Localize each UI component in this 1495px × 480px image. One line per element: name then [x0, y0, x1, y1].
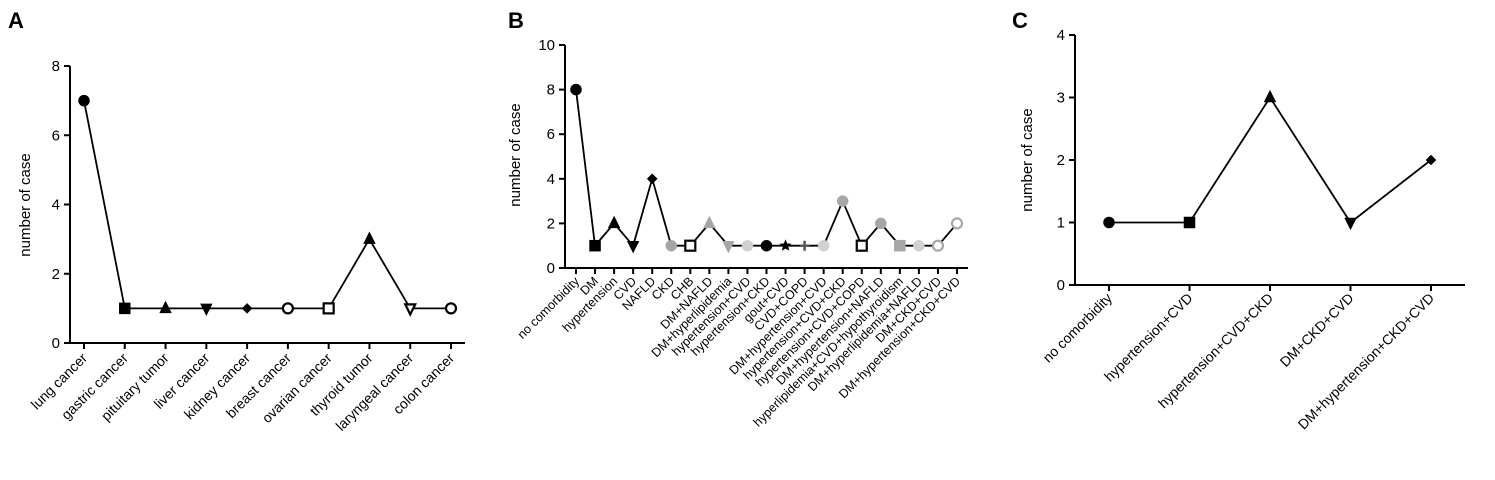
data-point-1 [78, 94, 90, 107]
data-point-2 [119, 302, 131, 315]
y-tick-label: 0 [1057, 277, 1065, 294]
x-tick-label: DM+CKD+CVD [1277, 290, 1357, 370]
data-point-20 [931, 239, 945, 252]
data-point-8 [703, 215, 716, 229]
data-point-3 [1263, 89, 1277, 103]
y-tick-label: 4 [547, 171, 555, 188]
data-point-15 [836, 195, 849, 207]
y-axis-title-c: number of case [1019, 108, 1036, 211]
data-point-4 [200, 303, 213, 317]
data-point-12 [779, 239, 792, 251]
series-line [1109, 95, 1432, 224]
y-tick-label: 2 [547, 215, 555, 232]
data-point-7 [322, 302, 335, 315]
y-tick-label: 8 [52, 58, 60, 75]
data-point-5 [646, 173, 658, 185]
data-point-21 [950, 217, 964, 230]
data-point-9 [722, 240, 735, 254]
data-point-6 [665, 239, 677, 252]
y-axis-title-a: number of case [17, 153, 34, 256]
data-point-10 [444, 302, 458, 315]
y-tick-label: 2 [1057, 152, 1065, 169]
y-tick-label: 4 [1057, 27, 1065, 44]
series-line [83, 100, 451, 310]
data-point-8 [363, 231, 376, 244]
x-tick-label: hypertension+CVD [1101, 290, 1196, 385]
y-tick-label: 8 [547, 82, 555, 99]
panel-letter-c: C [1012, 8, 1028, 33]
data-point-5 [241, 303, 253, 314]
y-tick-label: 3 [1057, 90, 1065, 107]
x-tick-label: DM+hypertension+CKD+CVD [1295, 290, 1438, 433]
y-tick-label: 6 [52, 127, 60, 144]
data-point-10 [741, 239, 754, 252]
series-line [575, 89, 958, 248]
data-point-6 [281, 302, 294, 315]
data-point-2 [1183, 216, 1196, 229]
data-point-3 [607, 215, 621, 229]
data-point-1 [570, 83, 582, 96]
data-point-1 [1103, 216, 1115, 229]
data-point-4 [1344, 217, 1357, 231]
panel-letter-b: B [508, 8, 524, 33]
y-tick-label: 2 [52, 266, 60, 283]
y-tick-label: 4 [52, 197, 60, 214]
data-point-16 [855, 239, 868, 252]
x-tick-label: no comorbidity [1039, 290, 1115, 366]
data-point-14 [817, 239, 830, 252]
data-point-3 [159, 300, 172, 314]
data-point-2 [589, 239, 601, 252]
y-tick-label: 1 [1057, 215, 1065, 232]
axes [1074, 35, 1465, 286]
data-point-5 [1425, 154, 1437, 166]
data-point-11 [760, 239, 773, 252]
panel-letter-a: A [8, 8, 24, 33]
panel-c: C number of case 0 1 2 3 4 no comorbidityhype… [1012, 8, 1465, 432]
y-axis-title-b: number of case [507, 103, 524, 206]
y-tick-label: 0 [52, 335, 60, 352]
data-point-9 [403, 303, 418, 317]
data-point-17 [875, 217, 887, 230]
y-tick-label: 6 [547, 126, 555, 143]
y-tick-label: 10 [538, 37, 555, 54]
data-point-19 [913, 239, 925, 252]
data-point-4 [626, 240, 640, 254]
x-tick-label: ovarian cancer [259, 350, 335, 426]
data-point-18 [894, 239, 906, 252]
axes [564, 45, 968, 269]
y-tick-label: 0 [547, 260, 555, 277]
data-point-13 [799, 240, 810, 251]
data-point-7 [684, 239, 697, 252]
